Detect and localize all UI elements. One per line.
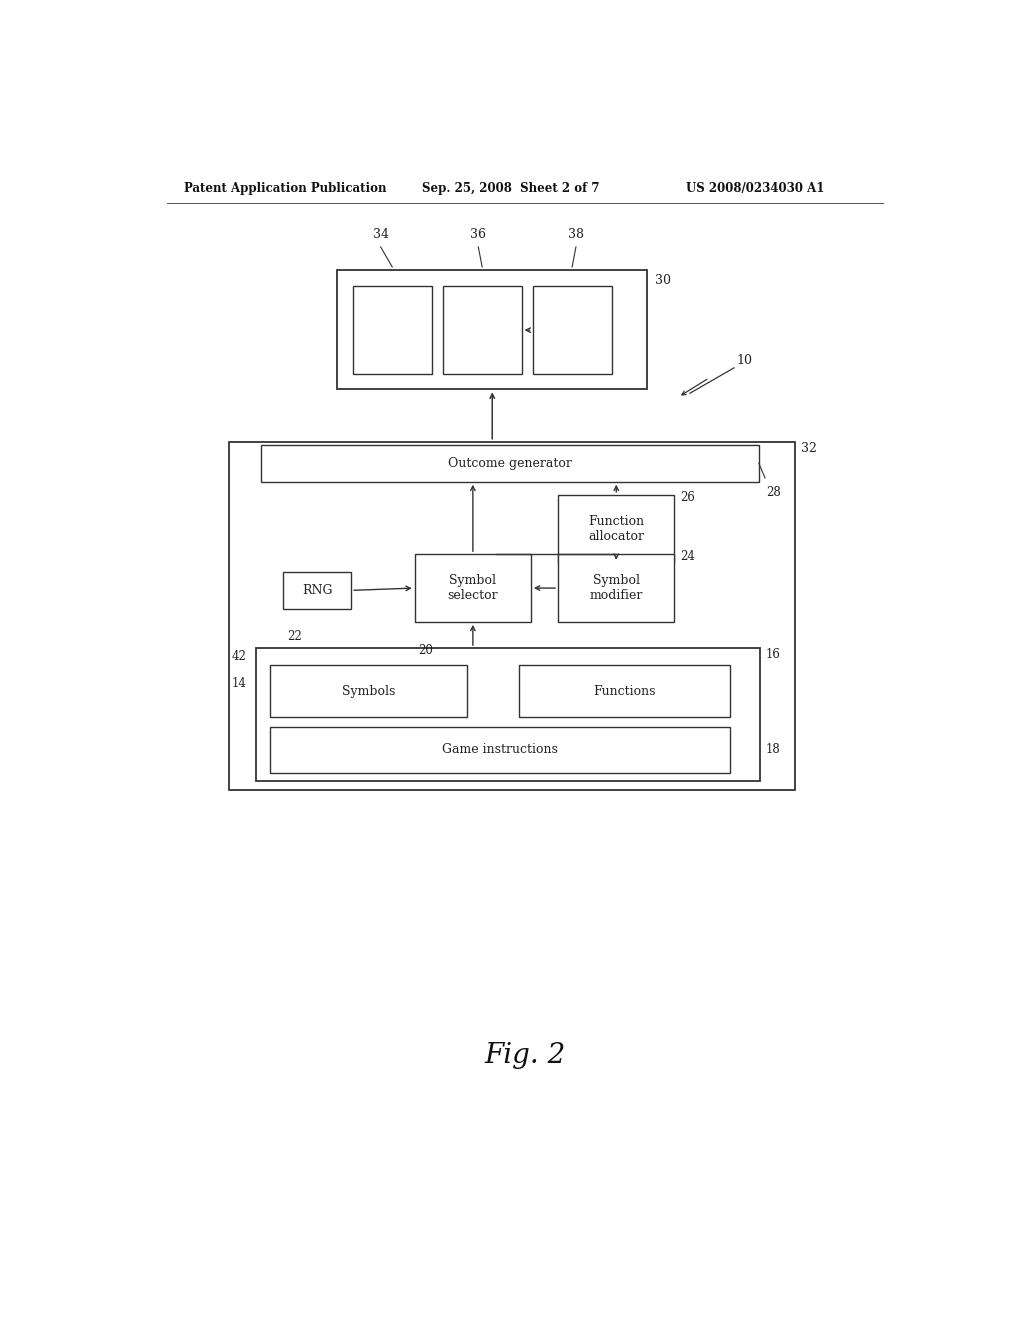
FancyBboxPatch shape xyxy=(352,286,432,374)
Text: Function
allocator: Function allocator xyxy=(588,515,644,543)
Text: Patent Application Publication: Patent Application Publication xyxy=(183,182,386,194)
FancyBboxPatch shape xyxy=(442,286,521,374)
Text: 22: 22 xyxy=(287,631,302,643)
Text: Outcome generator: Outcome generator xyxy=(449,457,572,470)
FancyBboxPatch shape xyxy=(270,726,730,774)
Text: Symbols: Symbols xyxy=(342,685,395,698)
Text: 26: 26 xyxy=(681,491,695,504)
Text: 24: 24 xyxy=(681,550,695,564)
Text: Symbol
modifier: Symbol modifier xyxy=(590,574,643,602)
FancyBboxPatch shape xyxy=(532,286,611,374)
Text: 18: 18 xyxy=(766,743,780,756)
Text: 28: 28 xyxy=(767,486,781,499)
Text: 32: 32 xyxy=(801,442,816,455)
Text: Fig. 2: Fig. 2 xyxy=(484,1041,565,1069)
Text: 42: 42 xyxy=(231,649,247,663)
FancyBboxPatch shape xyxy=(283,572,351,609)
Text: 14: 14 xyxy=(231,677,247,690)
FancyBboxPatch shape xyxy=(228,442,795,789)
Text: 20: 20 xyxy=(419,644,433,656)
Text: Sep. 25, 2008  Sheet 2 of 7: Sep. 25, 2008 Sheet 2 of 7 xyxy=(423,182,600,194)
Text: 36: 36 xyxy=(470,228,486,240)
FancyBboxPatch shape xyxy=(256,648,760,780)
Text: US 2008/0234030 A1: US 2008/0234030 A1 xyxy=(686,182,824,194)
Text: 34: 34 xyxy=(373,228,389,240)
Text: 10: 10 xyxy=(736,354,753,367)
FancyBboxPatch shape xyxy=(261,445,759,482)
Text: Functions: Functions xyxy=(594,685,656,698)
FancyBboxPatch shape xyxy=(270,665,467,718)
Text: Game instructions: Game instructions xyxy=(442,743,558,756)
FancyBboxPatch shape xyxy=(558,554,675,622)
FancyBboxPatch shape xyxy=(415,554,531,622)
FancyBboxPatch shape xyxy=(558,495,675,562)
FancyBboxPatch shape xyxy=(337,271,647,389)
Text: 16: 16 xyxy=(766,648,780,661)
Text: RNG: RNG xyxy=(302,583,333,597)
Text: Symbol
selector: Symbol selector xyxy=(447,574,499,602)
Text: 38: 38 xyxy=(568,228,584,240)
FancyBboxPatch shape xyxy=(519,665,730,718)
Text: 30: 30 xyxy=(655,275,671,286)
